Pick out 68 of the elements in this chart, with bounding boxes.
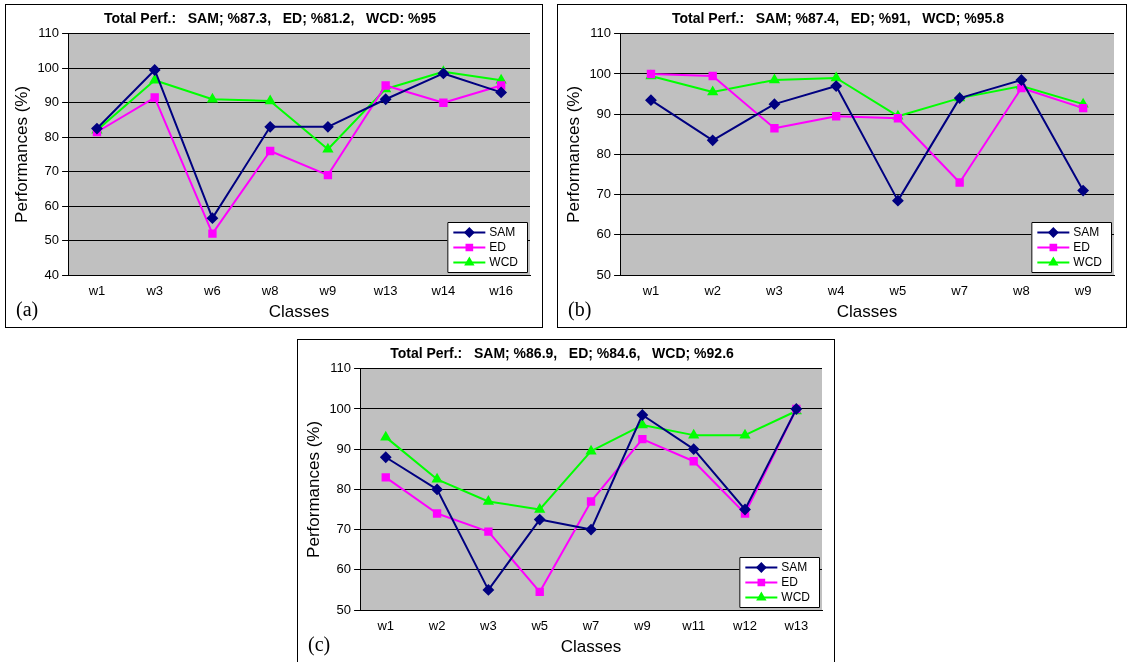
y-tick-label: 110	[590, 25, 612, 41]
y-tick-label: 110	[38, 25, 60, 41]
x-tick-label: w1	[376, 618, 395, 634]
text: (c)	[308, 633, 331, 657]
legend-label: SAM	[781, 559, 808, 574]
legend-label: WCD	[1073, 254, 1103, 269]
y-tick-label: 90	[44, 94, 60, 110]
y-tick-label: 50	[336, 601, 352, 617]
x-tick-label: w12	[732, 618, 757, 634]
y-tick-label: 90	[596, 105, 612, 121]
y-axis-title: Performances (%)	[563, 85, 583, 223]
x-tick-label: w2	[427, 618, 446, 634]
y-tick-label: 60	[596, 226, 612, 242]
x-tick-label: w9	[318, 283, 337, 299]
y-tick-label: 80	[336, 480, 352, 496]
y-tick-label: 80	[596, 145, 612, 161]
x-tick-label: w5	[888, 283, 907, 299]
y-tick-label: 70	[336, 521, 352, 537]
text: (a)	[16, 298, 39, 322]
x-tick-label: w3	[145, 283, 164, 299]
x-tick-label: w9	[1073, 283, 1092, 299]
legend-label: ED	[781, 574, 799, 589]
y-tick-label: 70	[44, 163, 60, 179]
legend-label: WCD	[781, 589, 811, 604]
x-tick-label: w8	[1012, 283, 1030, 299]
x-tick-label: w3	[479, 618, 497, 634]
x-tick-label: w13	[372, 283, 398, 299]
y-tick-label: 100	[37, 59, 60, 75]
y-axis-title: Performances (%)	[303, 420, 323, 558]
y-axis-title: Performances (%)	[11, 85, 31, 223]
x-tick-label: w1	[641, 283, 660, 299]
legend-label: SAM	[489, 224, 516, 239]
legend-label: ED	[1073, 239, 1091, 254]
legend-label: ED	[489, 239, 507, 254]
y-tick-label: 50	[44, 232, 60, 248]
y-tick-label: 100	[589, 65, 612, 81]
x-tick-label: w3	[765, 283, 783, 299]
x-tick-label: w8	[260, 283, 279, 299]
y-tick-label: 80	[44, 128, 60, 144]
x-tick-label: w5	[530, 618, 549, 634]
x-tick-label: w9	[633, 618, 651, 634]
legend-label: WCD	[489, 254, 519, 269]
y-tick-label: 90	[336, 440, 352, 456]
x-axis-title: Classes	[268, 302, 330, 322]
x-tick-label: w14	[430, 283, 456, 299]
x-tick-label: w6	[203, 283, 221, 299]
y-tick-label: 100	[329, 400, 352, 416]
x-tick-label: w13	[783, 618, 809, 634]
x-tick-label: w4	[826, 283, 845, 299]
chart-title: Total Perf.: SAM; %87.4, ED; %91, WCD; %95.8	[672, 10, 1005, 27]
y-tick-label: 60	[44, 197, 60, 213]
x-tick-label: w2	[703, 283, 722, 299]
x-axis-title: Classes	[560, 637, 622, 657]
x-axis-title: Classes	[836, 302, 898, 322]
y-tick-label: 60	[336, 561, 352, 577]
x-tick-label: w16	[488, 283, 514, 299]
y-tick-label: 40	[44, 266, 60, 282]
x-tick-label: w11	[681, 618, 706, 634]
x-tick-label: w7	[950, 283, 968, 299]
chart-title: Total Perf.: SAM; %86.9, ED; %84.6, WCD; %92.6	[390, 345, 735, 362]
chart-title: Total Perf.: SAM; %87.3, ED; %81.2, WCD: %95	[104, 10, 437, 27]
legend-label: SAM	[1073, 224, 1100, 239]
x-tick-label: w7	[581, 618, 600, 634]
x-tick-label: w1	[87, 283, 106, 299]
text: (b)	[568, 298, 592, 322]
y-tick-label: 110	[330, 360, 352, 376]
y-tick-label: 50	[596, 266, 612, 282]
y-tick-label: 70	[596, 186, 612, 202]
